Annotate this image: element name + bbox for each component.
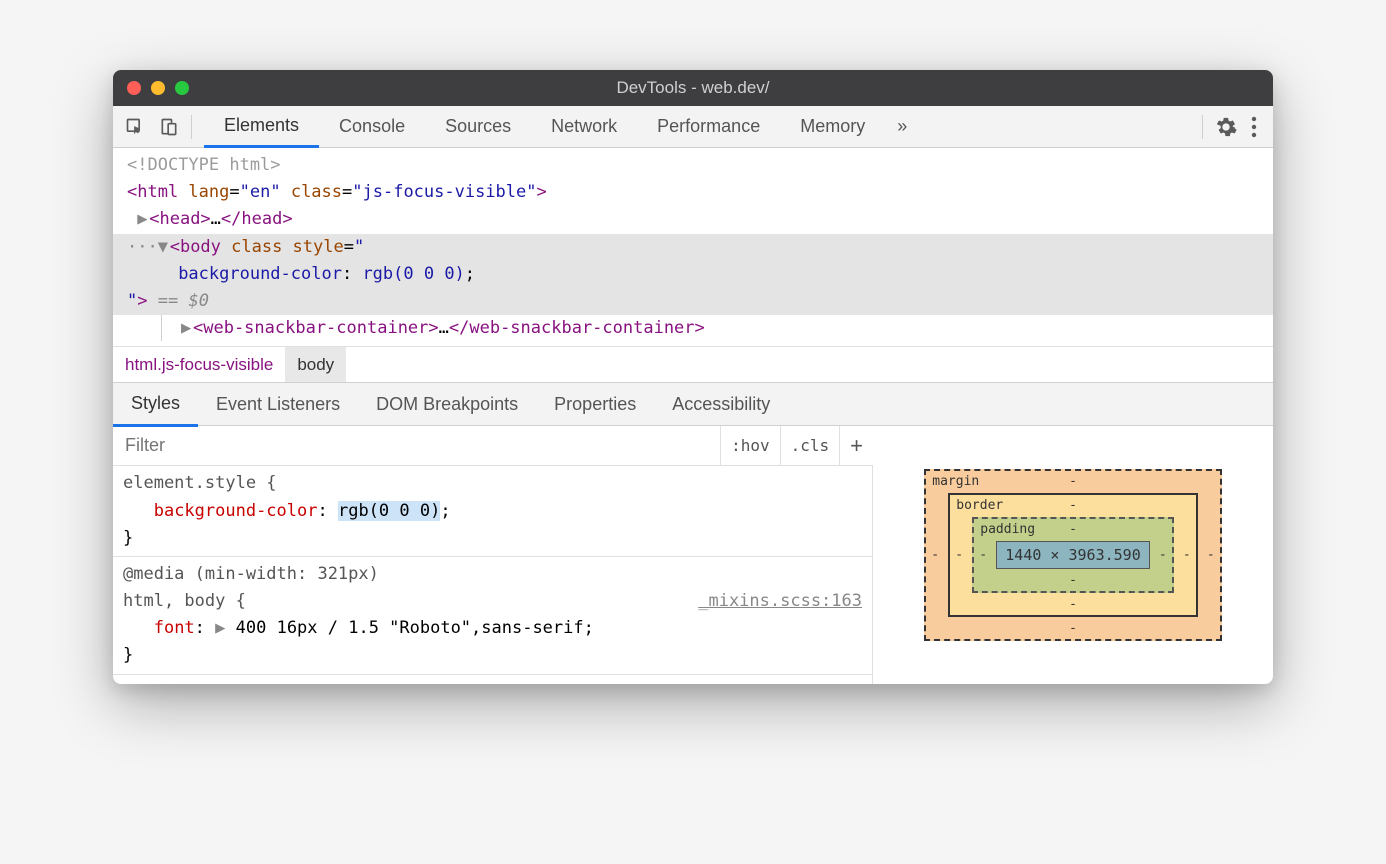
- hov-toggle[interactable]: :hov: [720, 426, 780, 465]
- sidebar-tab-event-listeners[interactable]: Event Listeners: [198, 382, 358, 426]
- box-model-margin[interactable]: margin - - - - border - - - - padding - …: [924, 469, 1221, 641]
- window-title: DevTools - web.dev/: [113, 78, 1273, 98]
- tab-sources[interactable]: Sources: [425, 106, 531, 148]
- tab-memory[interactable]: Memory: [780, 106, 885, 148]
- devtools-window: DevTools - web.dev/ Elements Console Sou…: [113, 70, 1273, 684]
- crumb-body[interactable]: body: [285, 347, 346, 382]
- box-model-content[interactable]: 1440 × 3963.590: [996, 541, 1149, 569]
- styles-filter-bar: :hov .cls +: [113, 426, 873, 466]
- zoom-window-button[interactable]: [175, 81, 189, 95]
- box-model-diagram[interactable]: margin - - - - border - - - - padding - …: [873, 426, 1273, 684]
- add-rule-button[interactable]: +: [839, 426, 873, 465]
- titlebar: DevTools - web.dev/: [113, 70, 1273, 106]
- style-rule-element[interactable]: element.style { background-color: rgb(0 …: [113, 466, 872, 557]
- tabs-overflow-button[interactable]: »: [885, 116, 919, 137]
- sidebar-tab-styles[interactable]: Styles: [113, 383, 198, 427]
- dom-tree[interactable]: <!DOCTYPE html> <html lang="en" class="j…: [113, 148, 1273, 346]
- separator: [191, 115, 192, 139]
- sidebar-tab-properties[interactable]: Properties: [536, 382, 654, 426]
- style-rule-media[interactable]: @media (min-width: 321px) html, body {_m…: [113, 557, 872, 675]
- style-source-link[interactable]: _mixins.scss:163: [698, 588, 862, 615]
- traffic-lights: [127, 81, 189, 95]
- main-toolbar: Elements Console Sources Network Perform…: [113, 106, 1273, 148]
- inspect-element-icon[interactable]: [125, 117, 145, 137]
- styles-split: :hov .cls + element.style { background-c…: [113, 426, 1273, 684]
- sidebar-tab-dom-breakpoints[interactable]: DOM Breakpoints: [358, 382, 536, 426]
- minimize-window-button[interactable]: [151, 81, 165, 95]
- dom-html-open[interactable]: <html lang="en" class="js-focus-visible"…: [113, 179, 1273, 206]
- sidebar-tab-accessibility[interactable]: Accessibility: [654, 382, 788, 426]
- box-model-padding[interactable]: padding - - - - 1440 × 3963.590: [972, 517, 1173, 593]
- dom-doctype[interactable]: <!DOCTYPE html>: [113, 152, 1273, 179]
- tab-console[interactable]: Console: [319, 106, 425, 148]
- box-model-border[interactable]: border - - - - padding - - - - 1440 × 39…: [948, 493, 1197, 617]
- dom-head[interactable]: ▶<head>…</head>: [113, 206, 1273, 233]
- cls-toggle[interactable]: .cls: [780, 426, 840, 465]
- separator: [1202, 115, 1203, 139]
- sidebar-tabs: Styles Event Listeners DOM Breakpoints P…: [113, 382, 1273, 426]
- styles-filter-input[interactable]: [113, 435, 720, 456]
- tab-performance[interactable]: Performance: [637, 106, 780, 148]
- breadcrumbs: html.js-focus-visible body: [113, 346, 1273, 382]
- main-tabs: Elements Console Sources Network Perform…: [204, 106, 1190, 148]
- settings-icon[interactable]: [1215, 116, 1237, 138]
- more-menu-icon[interactable]: [1251, 116, 1257, 138]
- dom-snackbar[interactable]: ▶<web-snackbar-container>…</web-snackbar…: [113, 315, 1273, 342]
- device-toggle-icon[interactable]: [159, 117, 179, 137]
- close-window-button[interactable]: [127, 81, 141, 95]
- tab-elements[interactable]: Elements: [204, 106, 319, 148]
- dom-body-close-attr[interactable]: "> == $0: [113, 288, 1273, 315]
- tab-network[interactable]: Network: [531, 106, 637, 148]
- dom-body-style[interactable]: background-color: rgb(0 0 0);: [113, 261, 1273, 288]
- dom-body-open[interactable]: ···▼<body class style=": [113, 234, 1273, 261]
- crumb-html[interactable]: html.js-focus-visible: [113, 347, 285, 382]
- styles-panel: element.style { background-color: rgb(0 …: [113, 466, 873, 684]
